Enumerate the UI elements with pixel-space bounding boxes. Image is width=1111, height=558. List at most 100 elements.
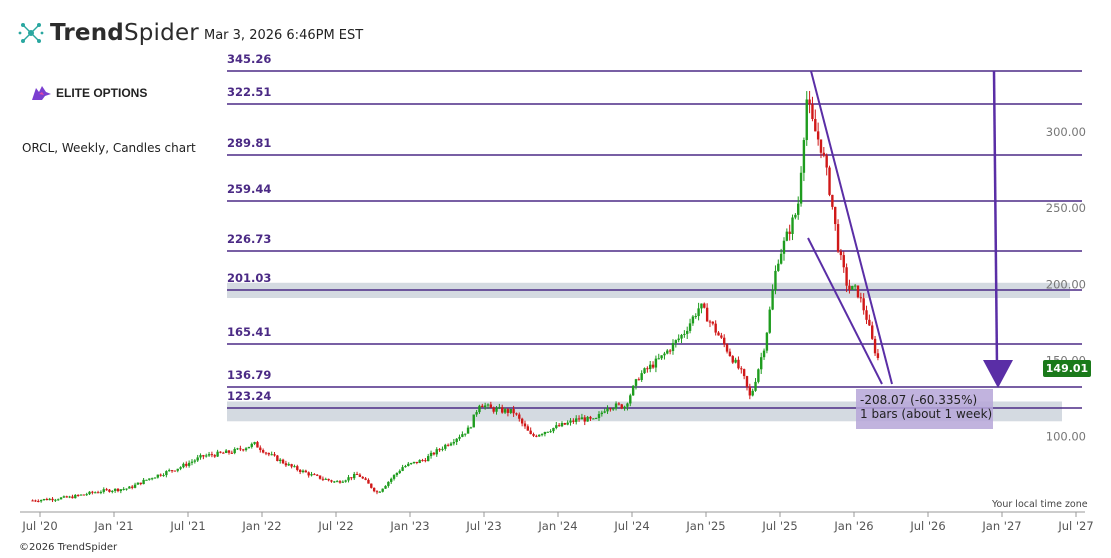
measurement-box[interactable]: -208.07 (-60.335%) 1 bars (about 1 week) bbox=[856, 389, 993, 429]
candle-body bbox=[760, 357, 763, 370]
candle-body bbox=[620, 404, 623, 409]
candle-body bbox=[794, 214, 797, 218]
candle-body bbox=[723, 337, 726, 345]
candle-body bbox=[324, 478, 327, 480]
candle-body bbox=[475, 412, 478, 415]
candle-body bbox=[520, 418, 524, 424]
candle-body bbox=[765, 332, 769, 351]
candle-body bbox=[168, 470, 171, 472]
candle-body bbox=[643, 368, 646, 374]
candle-body bbox=[333, 481, 336, 483]
falling-wedge[interactable] bbox=[807, 70, 893, 385]
target-arrow[interactable] bbox=[983, 70, 1013, 388]
candle-body bbox=[250, 443, 253, 447]
candle-body bbox=[589, 416, 592, 419]
candle-body bbox=[697, 308, 700, 317]
candle-body bbox=[637, 379, 641, 381]
candle-body bbox=[350, 477, 353, 479]
candle-body bbox=[153, 477, 157, 479]
measurement-change: -208.07 (-60.335%) bbox=[860, 393, 977, 407]
arrow-head-icon[interactable] bbox=[983, 360, 1013, 388]
candle-body bbox=[529, 430, 532, 435]
candle-body bbox=[284, 463, 288, 466]
candle-body bbox=[603, 411, 606, 413]
fib-label: 123.24 bbox=[227, 389, 271, 403]
candle-body bbox=[256, 442, 259, 448]
candle-body bbox=[725, 344, 729, 352]
candle-body bbox=[390, 478, 393, 482]
candle-body bbox=[472, 414, 475, 428]
wedge-lower-line[interactable] bbox=[807, 237, 883, 385]
candle-body bbox=[344, 480, 347, 482]
candle-body bbox=[811, 104, 814, 120]
candle-body bbox=[680, 334, 683, 339]
candle-body bbox=[506, 409, 510, 413]
support-zone bbox=[227, 401, 1062, 422]
x-tick-label: Jan '24 bbox=[537, 519, 577, 533]
candle-body bbox=[424, 460, 427, 462]
candle-body bbox=[814, 119, 817, 132]
candle-body bbox=[68, 496, 71, 498]
candle-body bbox=[113, 488, 117, 491]
candle-body bbox=[848, 285, 851, 290]
measurement-bars: 1 bars (about 1 week) bbox=[860, 407, 992, 421]
x-tick-label: Jan '21 bbox=[93, 519, 133, 533]
candle-body bbox=[318, 475, 322, 479]
candle-body bbox=[774, 270, 777, 291]
candle-body bbox=[105, 489, 108, 491]
candle-body bbox=[210, 454, 214, 456]
candle-body bbox=[381, 488, 384, 492]
candle-body bbox=[714, 323, 717, 333]
candle-body bbox=[102, 489, 105, 492]
x-tick-label: Jul '22 bbox=[317, 519, 353, 533]
candle-body bbox=[577, 418, 581, 420]
candle-body bbox=[259, 447, 262, 451]
candle-body bbox=[802, 140, 806, 173]
candle-body bbox=[427, 456, 430, 462]
candle-body bbox=[686, 330, 689, 334]
candle-body bbox=[202, 455, 205, 457]
candle-body bbox=[279, 459, 282, 462]
candle-body bbox=[657, 358, 660, 360]
candle-body bbox=[572, 420, 575, 422]
candle-body bbox=[600, 412, 604, 415]
candle-body bbox=[609, 408, 612, 410]
candle-body bbox=[831, 194, 834, 207]
candle-body bbox=[768, 309, 771, 333]
candle-body bbox=[261, 450, 265, 453]
candle-body bbox=[136, 482, 140, 485]
wedge-upper-line[interactable] bbox=[810, 70, 893, 385]
candle-body bbox=[606, 408, 609, 412]
candle-body bbox=[310, 474, 313, 476]
candle-body bbox=[131, 486, 134, 488]
candle-body bbox=[671, 343, 675, 352]
candle-body bbox=[116, 488, 120, 492]
fib-label: 345.26 bbox=[227, 52, 271, 66]
arrow-shaft[interactable] bbox=[992, 70, 999, 367]
candle-body bbox=[586, 416, 589, 422]
spider-network-icon bbox=[18, 23, 44, 43]
candle-body bbox=[227, 450, 231, 453]
candle-body bbox=[538, 434, 541, 437]
candle-body bbox=[74, 494, 77, 499]
candle-body bbox=[108, 489, 111, 492]
candle-body bbox=[708, 321, 712, 323]
candle-body bbox=[216, 451, 219, 457]
candle-body bbox=[660, 355, 663, 359]
candle-body bbox=[481, 405, 484, 408]
candle-body bbox=[617, 403, 621, 405]
candle-body bbox=[222, 452, 225, 454]
candle-body bbox=[441, 448, 444, 450]
candle-body bbox=[677, 338, 680, 341]
candle-body bbox=[242, 449, 245, 451]
y-tick-label: 100.00 bbox=[1046, 430, 1086, 444]
candle-body bbox=[48, 498, 51, 501]
candle-body bbox=[626, 403, 629, 407]
candle-body bbox=[868, 319, 871, 326]
candle-body bbox=[748, 386, 752, 396]
candle-body bbox=[321, 478, 325, 480]
candle-body bbox=[301, 470, 305, 473]
candle-body bbox=[398, 470, 401, 473]
copyright: ©2026 TrendSpider bbox=[19, 542, 118, 553]
